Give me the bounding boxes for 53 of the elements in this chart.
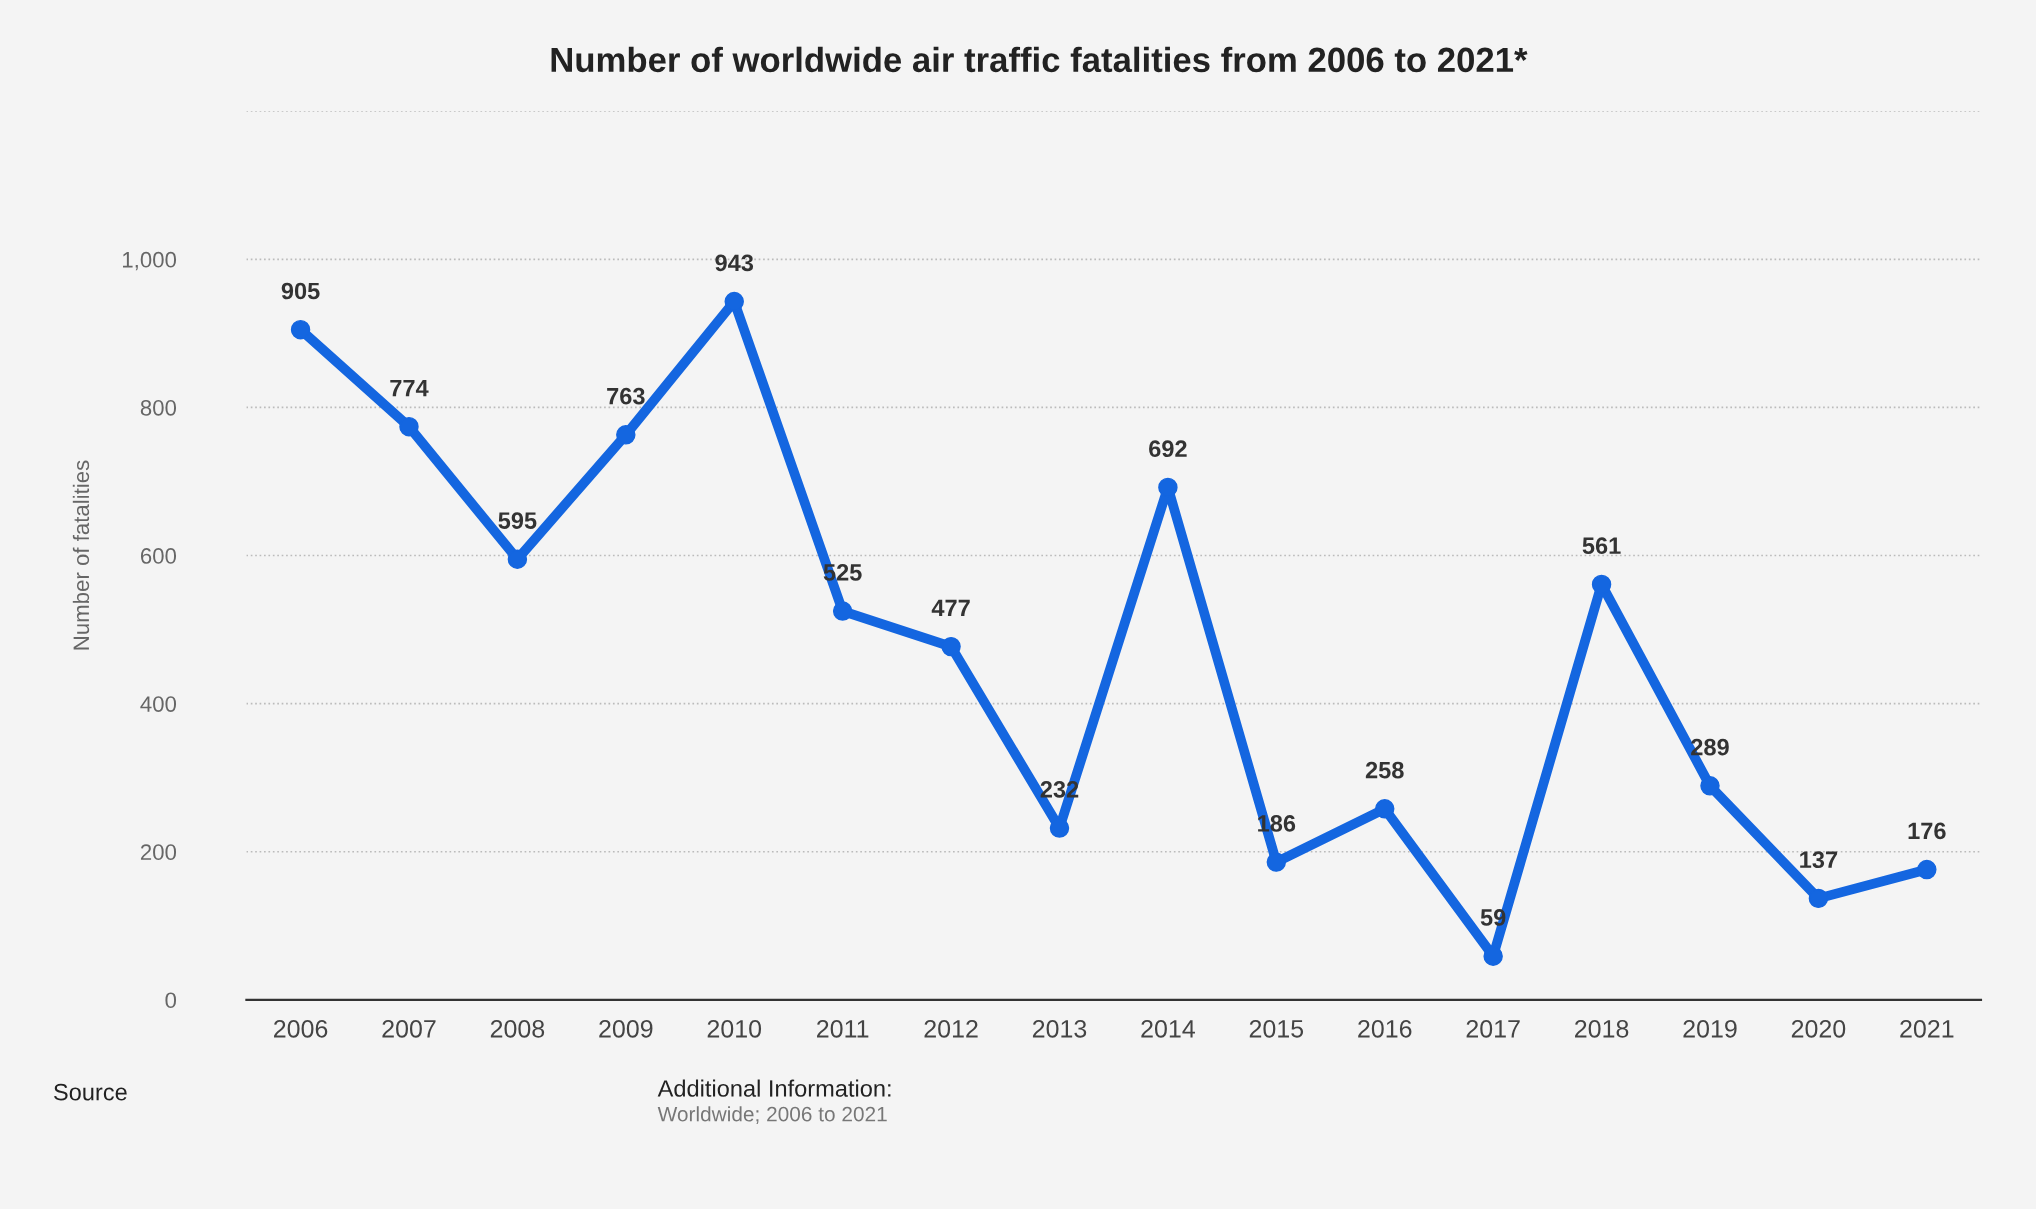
y-tick-label: 600	[140, 548, 177, 564]
x-tick-label: 2018	[1575, 1019, 1629, 1038]
chart-title: Number of worldwide air traffic fatalities from 2006 to 2021*	[551, 46, 1528, 73]
x-tick-label: 2021	[1900, 1019, 1954, 1038]
point	[1266, 852, 1287, 872]
text: Worldwide; 2006 to 2021	[657, 1106, 887, 1124]
point	[832, 601, 853, 621]
data-label: 137	[1800, 851, 1838, 869]
point	[1591, 574, 1612, 595]
x-tick-label: 2020	[1791, 1019, 1846, 1038]
y-tick-label: 400	[140, 696, 177, 712]
data-label: 595	[498, 512, 537, 529]
point	[1917, 859, 1937, 880]
data-label: 943	[715, 254, 754, 272]
point	[616, 425, 636, 445]
x-tick-label: 2010	[707, 1019, 762, 1038]
data-label: 763	[607, 387, 645, 405]
y-tick-label: 0	[165, 992, 177, 1009]
point	[290, 319, 311, 340]
y-tick-label: 200	[140, 844, 177, 861]
x-tick-label: 2006	[274, 1019, 328, 1038]
data-label: 692	[1149, 440, 1187, 458]
point	[507, 549, 528, 569]
point	[1049, 818, 1070, 838]
x-tick-label: 2012	[924, 1019, 978, 1038]
point	[1808, 888, 1829, 909]
x-tick-label: 2011	[817, 1019, 869, 1038]
point	[724, 291, 744, 312]
y-tick-label: 1,000	[123, 251, 177, 271]
y-axis-title: Number of fatalities	[72, 460, 90, 650]
x-tick-label: 2019	[1683, 1019, 1737, 1038]
text: Additional Information:	[657, 1079, 891, 1097]
x-tick-label: 2008	[490, 1019, 545, 1038]
x-tick-label: 2013	[1032, 1019, 1087, 1038]
x-tick-label: 2016	[1358, 1019, 1412, 1038]
data-label: 258	[1365, 761, 1404, 779]
x-tick-label: 2017	[1466, 1019, 1520, 1038]
x-tick-label: 2007	[382, 1019, 436, 1038]
x-tick-label: 2009	[599, 1019, 653, 1038]
x-tick-label: 2015	[1249, 1019, 1304, 1038]
point	[1483, 946, 1503, 966]
point	[1375, 799, 1395, 819]
data-label: 774	[390, 379, 429, 397]
data-label: 905	[281, 282, 320, 300]
y-tick-label: 800	[140, 399, 177, 416]
point	[399, 416, 419, 437]
point	[1700, 776, 1720, 796]
point	[941, 636, 961, 657]
text: Source	[54, 1083, 127, 1101]
data-label: 477	[931, 599, 970, 617]
data-label: 176	[1908, 822, 1946, 840]
x-tick-label: 2014	[1141, 1019, 1195, 1038]
data-label: 561	[1582, 537, 1621, 555]
